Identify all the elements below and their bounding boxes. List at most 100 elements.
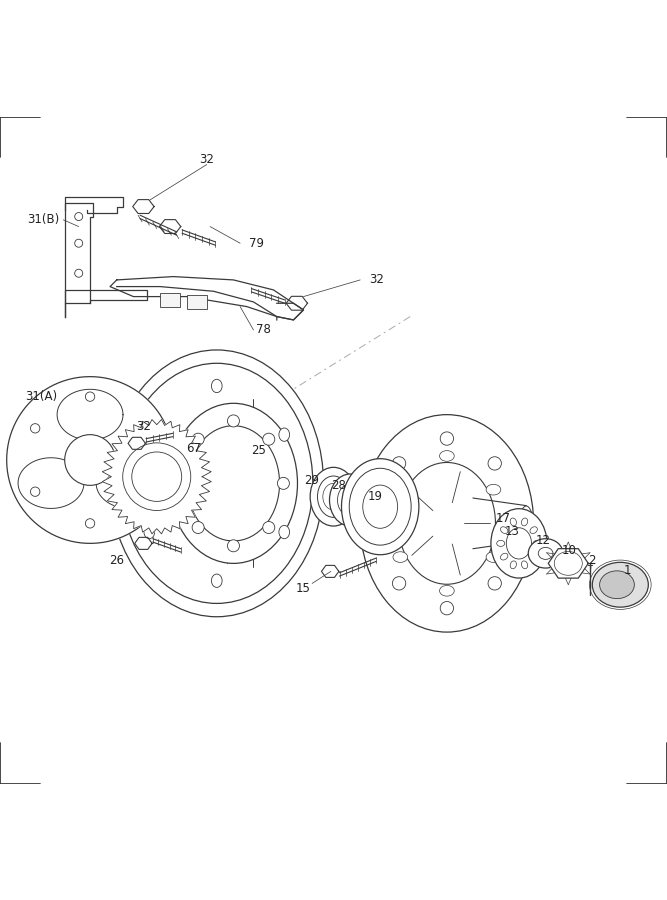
Text: 10: 10	[562, 544, 576, 556]
Ellipse shape	[317, 476, 350, 518]
Ellipse shape	[528, 539, 563, 568]
Ellipse shape	[363, 485, 398, 528]
Ellipse shape	[377, 533, 384, 543]
Circle shape	[192, 433, 204, 446]
Circle shape	[192, 521, 204, 534]
Text: 31(B): 31(B)	[27, 213, 59, 227]
Ellipse shape	[506, 527, 532, 559]
Circle shape	[263, 433, 275, 446]
Ellipse shape	[522, 561, 528, 569]
Text: 67: 67	[186, 442, 201, 455]
Ellipse shape	[364, 475, 372, 484]
Ellipse shape	[279, 428, 289, 441]
Text: 25: 25	[251, 444, 266, 456]
Circle shape	[31, 424, 40, 433]
Ellipse shape	[510, 518, 516, 526]
Ellipse shape	[279, 526, 289, 539]
Circle shape	[177, 477, 189, 490]
Ellipse shape	[530, 526, 538, 534]
Circle shape	[227, 415, 239, 427]
Circle shape	[65, 435, 115, 485]
Ellipse shape	[500, 526, 508, 534]
Ellipse shape	[554, 552, 582, 575]
Circle shape	[440, 432, 454, 446]
Ellipse shape	[393, 552, 408, 562]
Ellipse shape	[338, 484, 363, 516]
Ellipse shape	[530, 554, 538, 560]
Text: 32: 32	[136, 420, 151, 433]
Ellipse shape	[440, 451, 454, 462]
Ellipse shape	[144, 428, 155, 441]
Polygon shape	[96, 458, 162, 508]
Text: 78: 78	[256, 323, 271, 337]
Ellipse shape	[538, 547, 553, 560]
Ellipse shape	[600, 571, 634, 598]
Circle shape	[140, 487, 149, 497]
Ellipse shape	[393, 484, 408, 495]
Circle shape	[75, 269, 83, 277]
Polygon shape	[7, 376, 173, 544]
Ellipse shape	[354, 518, 363, 526]
Circle shape	[488, 577, 502, 590]
Ellipse shape	[522, 518, 528, 526]
Ellipse shape	[398, 488, 406, 495]
Ellipse shape	[510, 561, 516, 569]
Text: 19: 19	[368, 491, 382, 503]
Circle shape	[392, 577, 406, 590]
Ellipse shape	[389, 529, 396, 538]
Polygon shape	[548, 549, 588, 578]
Circle shape	[75, 212, 83, 220]
Text: 13: 13	[505, 525, 520, 538]
Circle shape	[85, 392, 95, 401]
Circle shape	[227, 540, 239, 552]
Polygon shape	[18, 458, 84, 508]
Ellipse shape	[398, 518, 406, 526]
Circle shape	[373, 517, 386, 530]
Circle shape	[277, 477, 289, 490]
Ellipse shape	[592, 562, 648, 608]
Ellipse shape	[500, 554, 508, 560]
Text: 1: 1	[623, 563, 631, 577]
Ellipse shape	[497, 540, 505, 546]
Ellipse shape	[132, 452, 181, 501]
Circle shape	[392, 456, 406, 470]
Circle shape	[440, 601, 454, 615]
Bar	[187, 295, 207, 309]
Text: 29: 29	[304, 473, 319, 487]
Text: 32: 32	[199, 153, 214, 166]
Ellipse shape	[121, 364, 313, 603]
Text: 2: 2	[588, 554, 596, 567]
Ellipse shape	[486, 552, 501, 562]
Circle shape	[85, 518, 95, 528]
Ellipse shape	[440, 585, 454, 596]
Ellipse shape	[533, 540, 541, 546]
Ellipse shape	[211, 574, 222, 588]
Ellipse shape	[187, 426, 279, 541]
Ellipse shape	[310, 467, 357, 526]
Circle shape	[31, 487, 40, 497]
Circle shape	[488, 456, 502, 470]
Ellipse shape	[350, 468, 411, 545]
Bar	[160, 293, 180, 307]
Ellipse shape	[354, 488, 363, 495]
Ellipse shape	[389, 475, 396, 484]
Ellipse shape	[377, 471, 384, 480]
Text: 32: 32	[370, 274, 384, 286]
Ellipse shape	[169, 403, 297, 563]
Ellipse shape	[486, 484, 501, 495]
Ellipse shape	[360, 415, 534, 632]
Ellipse shape	[398, 463, 496, 584]
Text: 79: 79	[249, 237, 264, 249]
Ellipse shape	[364, 529, 372, 538]
Text: 17: 17	[496, 511, 511, 525]
Text: 15: 15	[296, 582, 311, 595]
Ellipse shape	[401, 503, 410, 510]
Ellipse shape	[123, 443, 191, 510]
Ellipse shape	[110, 350, 323, 616]
Polygon shape	[102, 419, 211, 534]
Ellipse shape	[342, 459, 419, 554]
Ellipse shape	[350, 503, 360, 510]
Circle shape	[140, 424, 149, 433]
Ellipse shape	[491, 508, 547, 578]
Ellipse shape	[211, 379, 222, 392]
